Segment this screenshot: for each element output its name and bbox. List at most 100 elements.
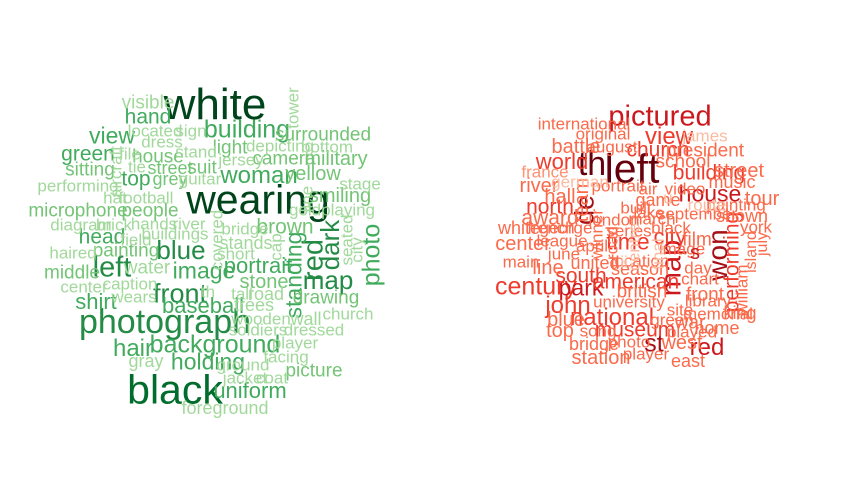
cloud-word: president: [665, 140, 745, 162]
cloud-word: short: [217, 244, 255, 264]
cloud-word: award: [521, 206, 579, 230]
cloud-word: east: [670, 351, 706, 371]
cloud-word: water: [123, 257, 171, 279]
cloud-word: april: [575, 236, 609, 256]
cloud-word: front: [152, 278, 208, 309]
cloud-word: league: [536, 231, 588, 251]
cloud-word: west: [661, 332, 703, 354]
cloud-word: jersey: [218, 150, 264, 170]
cloud-word: tall: [231, 284, 253, 304]
cloud-word: woman: [220, 162, 298, 189]
cloud-word: river: [519, 175, 559, 197]
cloud-word: september: [656, 204, 738, 224]
cloud-word: surrounded: [274, 124, 372, 146]
cloud-word: shown: [715, 206, 769, 226]
cloud-word: th: [200, 282, 216, 302]
cloud-word: church: [322, 304, 374, 324]
cloud-word: line: [532, 257, 564, 279]
cloud-word: day: [684, 258, 712, 278]
cloud-word: u: [663, 188, 673, 208]
cloud-word: sitting: [65, 159, 115, 181]
cloud-word: centre: [624, 223, 644, 271]
cloud-word: player: [271, 333, 319, 353]
cloud-word: city: [653, 224, 687, 249]
cloud-word: visible: [121, 92, 175, 114]
cloud-word: brown: [256, 215, 314, 239]
cloud-word: building: [203, 115, 291, 144]
cloud-word: game: [635, 190, 681, 210]
cloud-word: military: [304, 148, 368, 170]
cloud-word: street: [713, 160, 765, 182]
cloud-word: soldiers: [228, 320, 288, 340]
cloud-word: coat: [255, 368, 289, 388]
cloud-word: memorial: [683, 304, 753, 324]
cloud-word: series: [606, 221, 652, 241]
cloud-word: th: [577, 145, 607, 183]
cloud-word: player: [622, 344, 670, 364]
cloud-word: york: [739, 217, 773, 237]
cloud-word: stands: [219, 233, 273, 253]
cloud-word: light: [212, 137, 248, 159]
cloud-word: music: [708, 172, 756, 192]
cloud-word: street: [147, 158, 193, 178]
cloud-word: station: [571, 347, 631, 369]
cloud-word: main: [502, 252, 540, 272]
cloud-word: wooden: [231, 309, 291, 329]
cloud-word: s: [690, 242, 700, 264]
cloud-word: middle: [44, 262, 100, 284]
cloud-word: wall: [290, 309, 322, 329]
cloud-word: film: [682, 229, 712, 251]
cloud-word: final: [648, 238, 668, 270]
cloud-word: blue: [547, 309, 585, 331]
cloud-word: football: [118, 188, 174, 208]
cloud-word: school: [655, 151, 711, 173]
cloud-word: church: [626, 138, 690, 162]
cloud-word: depicting: [245, 136, 315, 156]
cloud-word: battle: [551, 136, 601, 158]
cloud-word: france: [521, 162, 569, 182]
cloud-word: uniform: [213, 378, 287, 403]
cloud-word: st: [644, 329, 664, 358]
cloud-word: white: [497, 218, 541, 238]
cloud-word: museum: [594, 318, 676, 342]
cloud-word: war: [674, 312, 706, 334]
cloud-word: lake: [633, 203, 665, 223]
cloud-word: chart: [681, 269, 719, 289]
cloud-word: blue: [156, 235, 206, 265]
cloud-word: british: [616, 281, 668, 303]
cloud-word: trees: [233, 295, 275, 315]
cloud-word: bridge: [221, 219, 269, 239]
cloud-word: foreground: [181, 398, 269, 418]
cloud-word: jacket: [222, 368, 268, 388]
cloud-word: left: [92, 251, 132, 284]
cloud-word: holding: [170, 348, 246, 375]
cloud-word: hand: [124, 105, 172, 129]
cloud-word: goldplaying: [288, 200, 376, 220]
cloud-word: left: [604, 145, 660, 192]
cloud-word: season: [610, 259, 670, 279]
cloud-word: national: [569, 304, 655, 331]
cloud-word: brick: [96, 215, 132, 235]
cloud-word: tie: [128, 157, 146, 177]
cloud-word: road: [247, 284, 285, 304]
cloud-word: route: [687, 195, 727, 215]
cloud-word: ground: [216, 355, 270, 375]
cloud-word: french: [527, 218, 575, 238]
cloud-word: home: [694, 318, 740, 338]
cloud-word: microphone: [28, 200, 128, 222]
cloud-word: world: [535, 149, 589, 174]
cloud-word: built: [620, 198, 652, 218]
cloud-word: air: [638, 179, 658, 199]
cloud-word: original: [575, 124, 631, 144]
cloud-word: baseball: [162, 293, 244, 318]
cloud-word: bridge: [568, 334, 620, 354]
cloud-word: buildings: [141, 224, 209, 244]
cloud-word: front: [685, 284, 725, 306]
cloud-word: head: [78, 225, 126, 249]
cloud-word: pictured: [608, 100, 712, 133]
cloud-word: view: [88, 122, 136, 149]
cloud-word: german: [551, 172, 609, 192]
cloud-word: painting: [92, 240, 160, 262]
cloud-word: black: [127, 366, 223, 413]
